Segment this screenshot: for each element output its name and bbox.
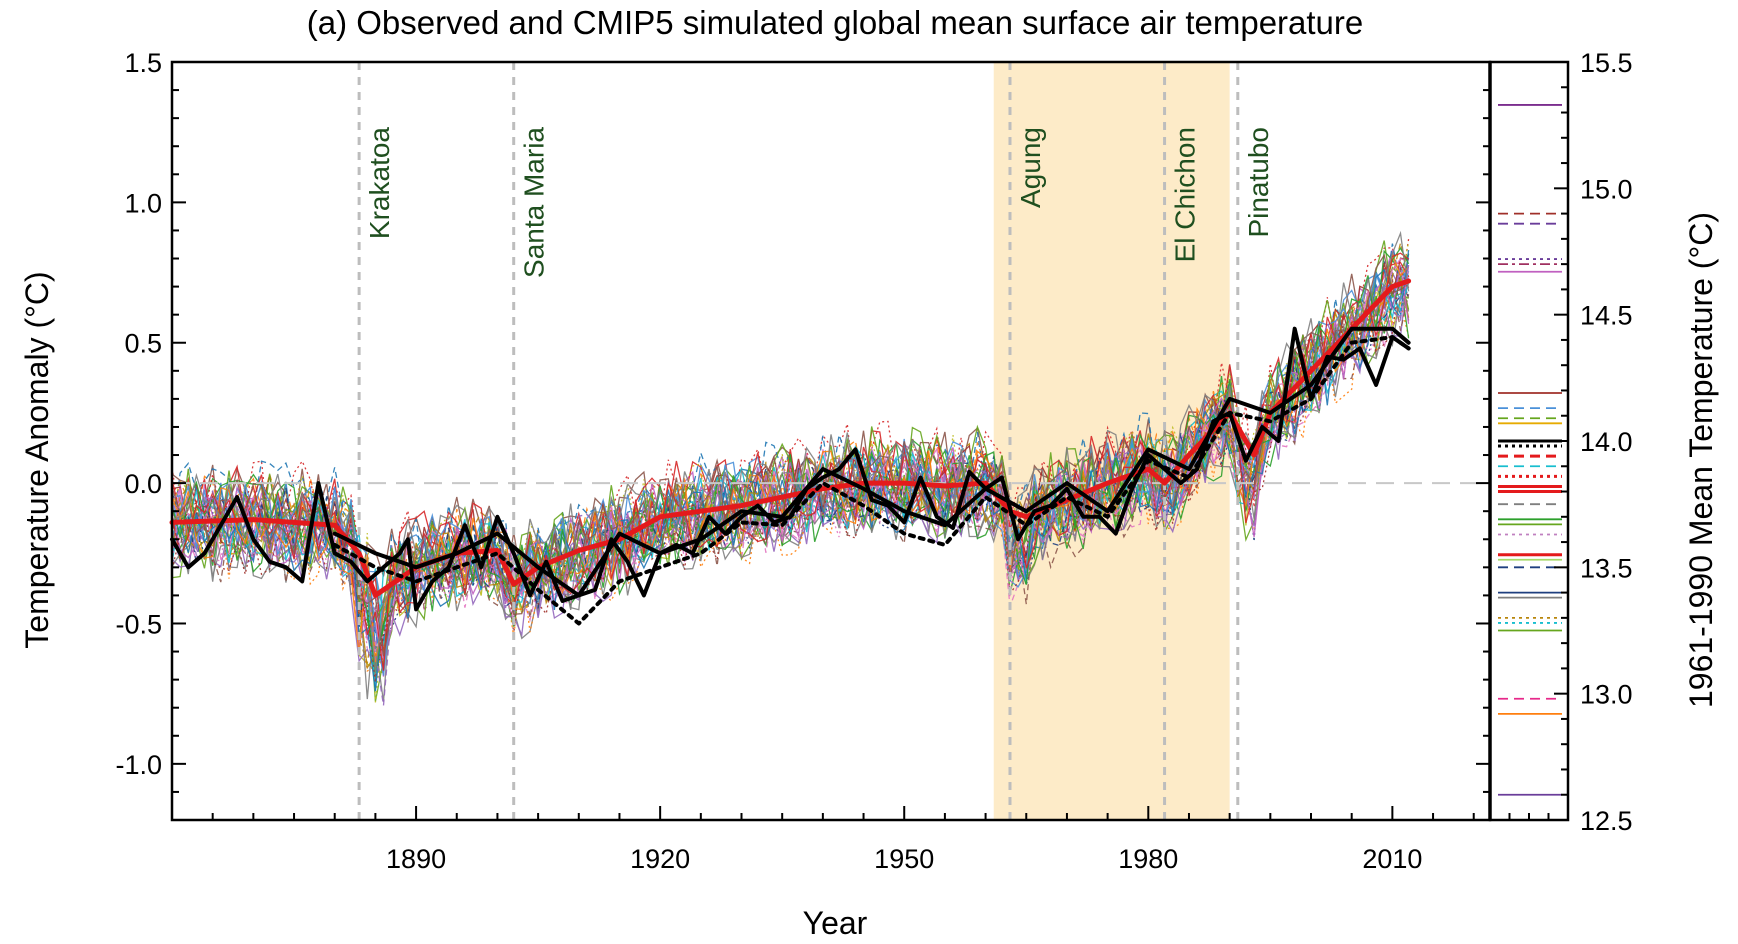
y-axis-title-right: 1961-1990 Mean Temperature (°C): [1683, 212, 1719, 708]
volcano-label: Agung: [1015, 127, 1046, 208]
baseline-panel-layer: [1498, 104, 1562, 796]
x-tick-label: 1980: [1118, 844, 1178, 874]
y-tick-label-right: 12.5: [1580, 806, 1633, 836]
x-axis-title: Year: [803, 905, 868, 941]
chart-title: (a) Observed and CMIP5 simulated global …: [307, 4, 1364, 41]
y-tick-label: 1.0: [124, 188, 162, 218]
model-ensemble-line: [171, 261, 1410, 652]
y-axis-title: Temperature Anomaly (°C): [19, 271, 55, 648]
volcano-label: Krakatoa: [364, 127, 395, 239]
model-ensemble-line: [171, 246, 1410, 673]
y-tick-label: -1.0: [115, 750, 162, 780]
model-ensemble-line: [171, 276, 1410, 672]
y-tick-label: 1.5: [124, 48, 162, 78]
model-ensemble-line: [171, 260, 1410, 637]
model-ensemble-line: [171, 241, 1410, 703]
model-ensemble-line: [171, 261, 1410, 706]
y-tick-label-right: 13.5: [1580, 553, 1633, 583]
y-tick-label: 0.0: [124, 469, 162, 499]
model-ensemble-line: [171, 266, 1410, 683]
model-ensemble-line: [171, 264, 1410, 614]
model-ensemble-line: [171, 230, 1410, 673]
x-tick-label: 1950: [874, 844, 934, 874]
volcano-label: Santa Maria: [519, 127, 550, 278]
model-ensemble-line: [171, 279, 1410, 681]
y-tick-label-right: 15.5: [1580, 48, 1633, 78]
x-tick-label: 1920: [630, 844, 690, 874]
series-layer: [169, 278, 1412, 626]
y-tick-label-right: 13.0: [1580, 680, 1633, 710]
y-tick-label-right: 14.5: [1580, 301, 1633, 331]
observation-line: [332, 326, 1411, 598]
volcano-label: El Chichon: [1170, 127, 1201, 262]
x-tick-label: 2010: [1362, 844, 1422, 874]
y-tick-label-right: 15.0: [1580, 174, 1633, 204]
x-tick-label: 1890: [386, 844, 446, 874]
volcano-label: Pinatubo: [1243, 127, 1274, 238]
y-tick-label: 0.5: [124, 329, 162, 359]
y-tick-label-right: 14.0: [1580, 427, 1633, 457]
axes-layer: 1890 1920 1950 1980 2010 1.5 1.0 0.5 0.0 -0.5 -1.0…: [115, 48, 1632, 874]
y-tick-label: -0.5: [115, 609, 162, 639]
model-ensemble-line: [171, 273, 1410, 603]
volcano-marker-layer: Krakatoa Santa Maria Agung El Chichon Pinatu…: [357, 62, 1274, 820]
observation-line: [332, 335, 1411, 626]
